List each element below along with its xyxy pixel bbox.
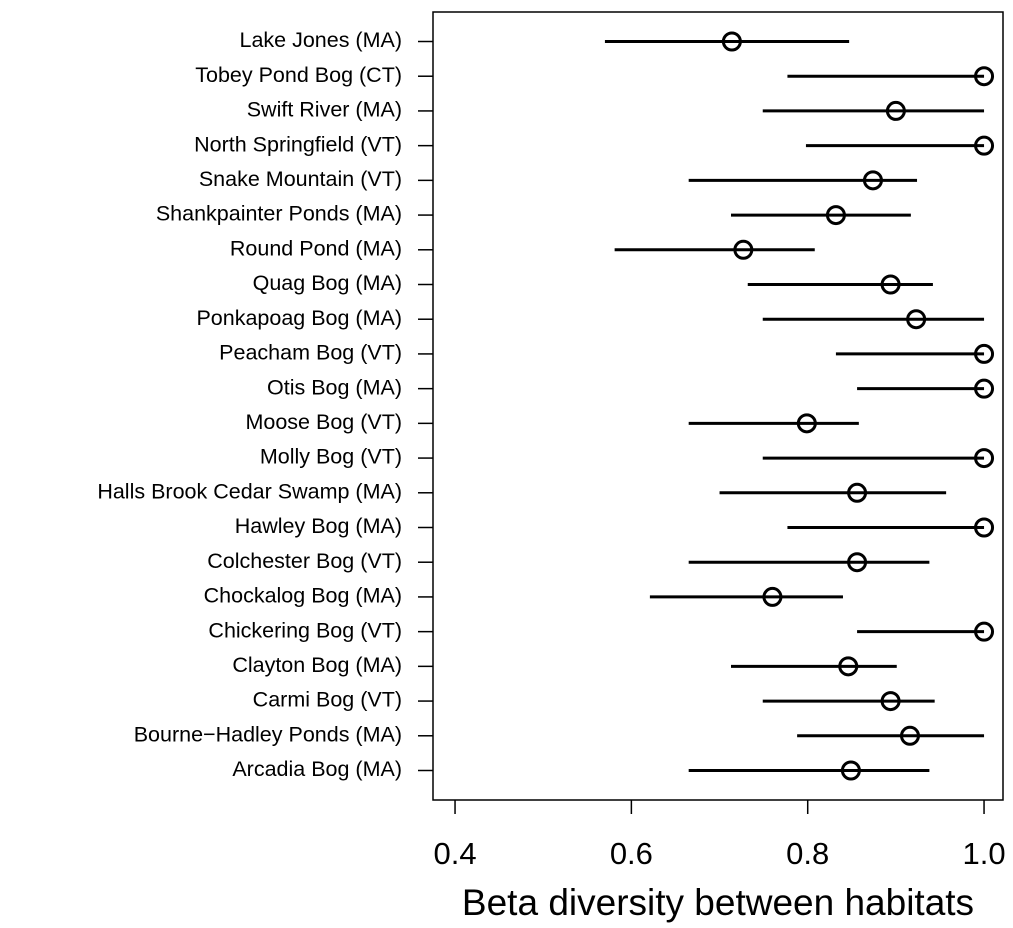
point — [847, 482, 868, 503]
y-tick-label: Moose Bog (VT) — [245, 410, 402, 434]
point — [974, 343, 995, 364]
y-tick-label: Round Pond (MA) — [230, 236, 402, 260]
point — [974, 621, 995, 642]
y-tick-label: Peacham Bog (VT) — [219, 341, 402, 365]
y-tick-label: Otis Bog (MA) — [267, 375, 402, 399]
y-tick-label: Colchester Bog (VT) — [207, 549, 402, 573]
y-tick-label: Hawley Bog (MA) — [235, 514, 402, 538]
y-tick-label: Quag Bog (MA) — [253, 271, 402, 295]
point — [721, 31, 742, 52]
y-tick-label: Chockalog Bog (MA) — [204, 584, 402, 608]
point — [762, 586, 783, 607]
point — [838, 656, 859, 677]
y-tick-label: North Springfield (VT) — [194, 132, 402, 156]
x-tick-label: 0.6 — [610, 836, 653, 871]
point — [885, 100, 906, 121]
y-tick-label: Bourne−Hadley Ponds (MA) — [134, 722, 402, 746]
point — [974, 448, 995, 469]
y-tick-label: Snake Mountain (VT) — [199, 167, 402, 191]
point — [974, 517, 995, 538]
point — [974, 135, 995, 156]
point — [796, 413, 817, 434]
point — [880, 274, 901, 295]
point — [840, 760, 861, 781]
point — [847, 552, 868, 573]
point — [906, 309, 927, 330]
point — [974, 378, 995, 399]
y-tick-label: Clayton Bog (MA) — [232, 653, 402, 677]
x-tick-label: 0.8 — [786, 836, 829, 871]
y-tick-label: Shankpainter Ponds (MA) — [156, 202, 402, 226]
point — [974, 66, 995, 87]
y-tick-label: Halls Brook Cedar Swamp (MA) — [97, 479, 402, 503]
y-tick-label: Swift River (MA) — [247, 98, 402, 122]
y-tick-label: Arcadia Bog (MA) — [232, 757, 402, 781]
point — [733, 239, 754, 260]
y-tick-label: Ponkapoag Bog (MA) — [196, 306, 402, 330]
y-tick-label: Carmi Bog (VT) — [253, 688, 402, 712]
y-tick-label: Chickering Bog (VT) — [208, 618, 402, 642]
point — [825, 205, 846, 226]
plot-box — [432, 11, 1004, 801]
point — [862, 170, 883, 191]
point — [899, 725, 920, 746]
x-tick-label: 1.0 — [962, 836, 1005, 871]
x-tick-label: 0.4 — [433, 836, 476, 871]
x-axis-label: Beta diversity between habitats — [462, 882, 974, 923]
y-tick-label: Lake Jones (MA) — [239, 28, 402, 52]
y-tick-label: Tobey Pond Bog (CT) — [195, 63, 402, 87]
y-tick-label: Molly Bog (VT) — [260, 445, 402, 469]
point — [880, 691, 901, 712]
